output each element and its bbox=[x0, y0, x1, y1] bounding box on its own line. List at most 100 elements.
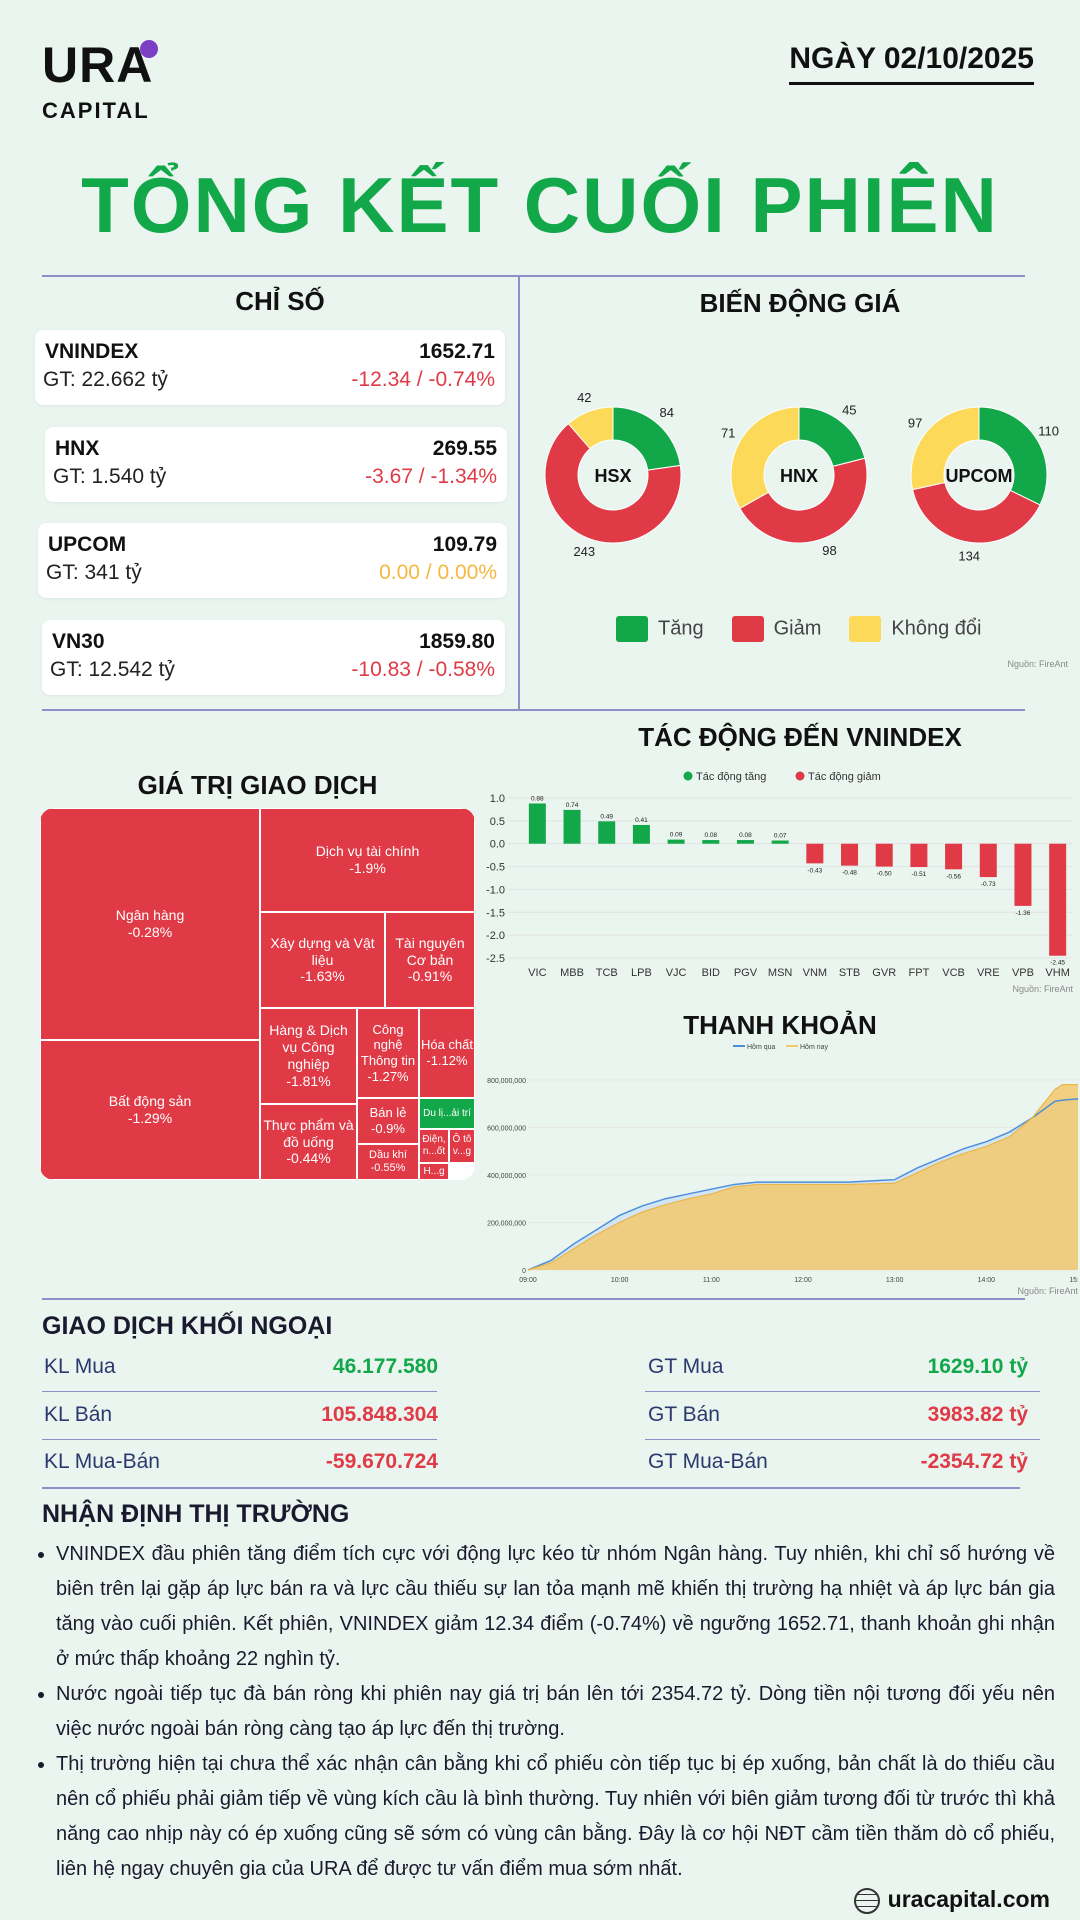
donut-slice-flat bbox=[567, 406, 614, 450]
donut-value-flat: 42 bbox=[577, 390, 591, 405]
legend-up-swatch bbox=[616, 616, 648, 642]
treemap-cell[interactable]: Bán lẻ -0.9% bbox=[357, 1098, 419, 1144]
treemap-cell[interactable]: Xây dựng và Vật liệu -1.63% bbox=[260, 912, 385, 1008]
liquidity-title: THANH KHOẢN bbox=[683, 1010, 877, 1040]
treemap-cell[interactable]: Thực phẩm và đồ uống -0.44% bbox=[260, 1104, 357, 1180]
impact-bar-label: 0.08 bbox=[739, 832, 752, 839]
treemap-cell-pct: -1.9% bbox=[349, 860, 386, 876]
index-change: -3.67 / -1.34% bbox=[365, 465, 497, 488]
impact-legend-label: Tác động tăng bbox=[696, 771, 766, 783]
treemap-cell[interactable]: Dịch vụ tài chính -1.9% bbox=[260, 808, 475, 912]
treemap-cell[interactable]: Công nghệ Thông tin -1.27% bbox=[357, 1008, 419, 1098]
treemap-cell[interactable]: Tài nguyên Cơ bản -0.91% bbox=[385, 912, 475, 1008]
impact-bar-label: -0.50 bbox=[877, 871, 892, 878]
treemap-cell-label: H...g bbox=[423, 1165, 445, 1177]
treemap-cell-text: Thực phẩm và đồ uống -0.44% bbox=[261, 1117, 356, 1167]
liquidity-xtick: 11:00 bbox=[703, 1277, 720, 1284]
treemap-cell-label: Du lị...ải trí bbox=[423, 1107, 471, 1119]
impact-ytick: 0.5 bbox=[490, 816, 505, 828]
donut-center-label: HSX bbox=[594, 466, 631, 486]
liquidity-ytick: 600,000,000 bbox=[487, 1125, 526, 1132]
liquidity-xtick: 15:00 bbox=[1069, 1277, 1078, 1284]
donut-slice-down bbox=[544, 422, 682, 544]
impact-xtick: VIC bbox=[528, 967, 546, 979]
treemap-cell-text: Bán lẻ -0.9% bbox=[370, 1105, 407, 1136]
legend-flat: Không đổi bbox=[849, 616, 981, 642]
treemap-cell-pct: -0.28% bbox=[127, 924, 173, 940]
impact-source: Nguồn: FireAnt bbox=[1012, 984, 1073, 994]
logo-ura: URA bbox=[42, 37, 154, 93]
impact-bar-label: 0.09 bbox=[670, 832, 683, 839]
commentary-bullets: VNINDEX đầu phiên tăng điểm tích cực với… bbox=[30, 1537, 1055, 1887]
impact-bar-label: 0.07 bbox=[774, 833, 787, 840]
treemap-cell[interactable]: H...g bbox=[419, 1163, 449, 1180]
index-change: 0.00 / 0.00% bbox=[379, 561, 497, 584]
treemap-cell-text: Điện, n...ốt bbox=[420, 1134, 448, 1158]
foreign-row: KL Bán 105.848.304 bbox=[44, 1403, 438, 1427]
treemap-cell-label: Dầu khí bbox=[369, 1148, 407, 1161]
commentary-list: VNINDEX đầu phiên tăng điểm tích cực với… bbox=[30, 1537, 1055, 1887]
impact-xtick: VRE bbox=[977, 967, 1000, 979]
foreign-label: KL Bán bbox=[44, 1403, 113, 1426]
treemap-cell-text: Hóa chất -1.12% bbox=[421, 1037, 473, 1068]
index-name: HNX bbox=[55, 437, 100, 460]
impact-bar-label: -0.73 bbox=[981, 881, 996, 888]
impact-bar bbox=[598, 821, 616, 844]
foreign-row-divider bbox=[645, 1439, 1040, 1440]
treemap-cell-label: Bất động sản bbox=[108, 1093, 192, 1110]
impact-bar bbox=[841, 843, 859, 866]
index-name: UPCOM bbox=[48, 533, 127, 556]
index-value: 269.55 bbox=[432, 437, 497, 460]
treemap-cell[interactable]: Du lị...ải trí bbox=[419, 1098, 475, 1129]
treemap-cell[interactable]: Ô tô v...g bbox=[449, 1129, 475, 1163]
price-legend: Tăng Giảm Không đổi bbox=[616, 616, 981, 642]
impact-title: TÁC ĐỘNG ĐẾN VNINDEX bbox=[638, 722, 962, 752]
index-trade-value: GT: 22.662 tỷ bbox=[43, 368, 168, 391]
trade-value-title: GIÁ TRỊ GIAO DỊCH bbox=[137, 770, 378, 800]
impact-xtick: FPT bbox=[909, 967, 930, 979]
impact-bar bbox=[632, 824, 650, 844]
index-card-hnx: HNX GT: 1.540 tỷ 269.55 -3.67 / -1.34% bbox=[45, 427, 507, 502]
treemap-cell[interactable]: Hóa chất -1.12% bbox=[419, 1008, 475, 1098]
treemap-cell-text: Xây dựng và Vật liệu -1.63% bbox=[261, 935, 384, 985]
treemap-cell-text: Hàng & Dịch vụ Công nghiệp -1.81% bbox=[261, 1022, 356, 1089]
treemap-cell-label: Điện, n...ốt bbox=[422, 1134, 446, 1157]
foreign-row-divider bbox=[42, 1391, 437, 1392]
treemap-cell[interactable]: Bất động sản -1.29% bbox=[40, 1040, 260, 1180]
treemap-cell-text: Bất động sản -1.29% bbox=[109, 1093, 192, 1127]
impact-legend-label: Tác động giảm bbox=[808, 771, 881, 783]
index-value: 1859.80 bbox=[419, 630, 495, 653]
treemap-cell-pct: -0.91% bbox=[407, 968, 453, 985]
treemap-cell[interactable]: Ngân hàng -0.28% bbox=[40, 808, 260, 1040]
commentary-title: NHẬN ĐỊNH THỊ TRƯỜNG bbox=[42, 1500, 350, 1528]
treemap-cell-label: Hàng & Dịch vụ Công nghiệp bbox=[269, 1022, 348, 1072]
treemap-cell[interactable]: Điện, n...ốt bbox=[419, 1129, 449, 1163]
impact-xtick: VPB bbox=[1012, 967, 1034, 979]
foreign-label: GT Bán bbox=[648, 1403, 720, 1426]
impact-xtick: MBB bbox=[560, 967, 584, 979]
impact-bar bbox=[667, 839, 685, 844]
impact-xtick: MSN bbox=[768, 967, 793, 979]
index-card-upcom: UPCOM GT: 341 tỷ 109.79 0.00 / 0.00% bbox=[38, 523, 507, 598]
treemap-cell-text: Dầu khí -0.55% bbox=[369, 1149, 407, 1175]
foreign-row: GT Mua 1629.10 tỷ bbox=[648, 1355, 1028, 1379]
website-link[interactable]: uracapital.com bbox=[853, 1886, 1050, 1914]
impact-xtick: BID bbox=[702, 967, 720, 979]
foreign-value: 1629.10 tỷ bbox=[927, 1355, 1028, 1378]
treemap-cell-label: Ô tô v...g bbox=[452, 1134, 472, 1157]
divider-top bbox=[42, 275, 1025, 277]
donut-slice-flat bbox=[910, 406, 980, 491]
index-change: -10.83 / -0.58% bbox=[351, 658, 495, 681]
treemap-cell[interactable]: Hàng & Dịch vụ Công nghiệp -1.81% bbox=[260, 1008, 357, 1104]
globe-icon bbox=[853, 1887, 880, 1914]
liquidity-line-today bbox=[527, 1084, 1078, 1271]
foreign-label: GT Mua-Bán bbox=[648, 1450, 768, 1473]
donut-slice-flat bbox=[730, 406, 800, 510]
page-title: TỔNG KẾT CUỐI PHIÊN bbox=[81, 161, 999, 249]
website-text: uracapital.com bbox=[887, 1886, 1050, 1912]
liquidity-xtick: 09:00 bbox=[519, 1277, 537, 1284]
treemap-cell[interactable]: Dầu khí -0.55% bbox=[357, 1144, 419, 1180]
treemap-cell-label: Tài nguyên Cơ bản bbox=[395, 934, 465, 968]
impact-bar bbox=[910, 843, 928, 868]
impact-bar-label: -0.51 bbox=[911, 871, 926, 878]
